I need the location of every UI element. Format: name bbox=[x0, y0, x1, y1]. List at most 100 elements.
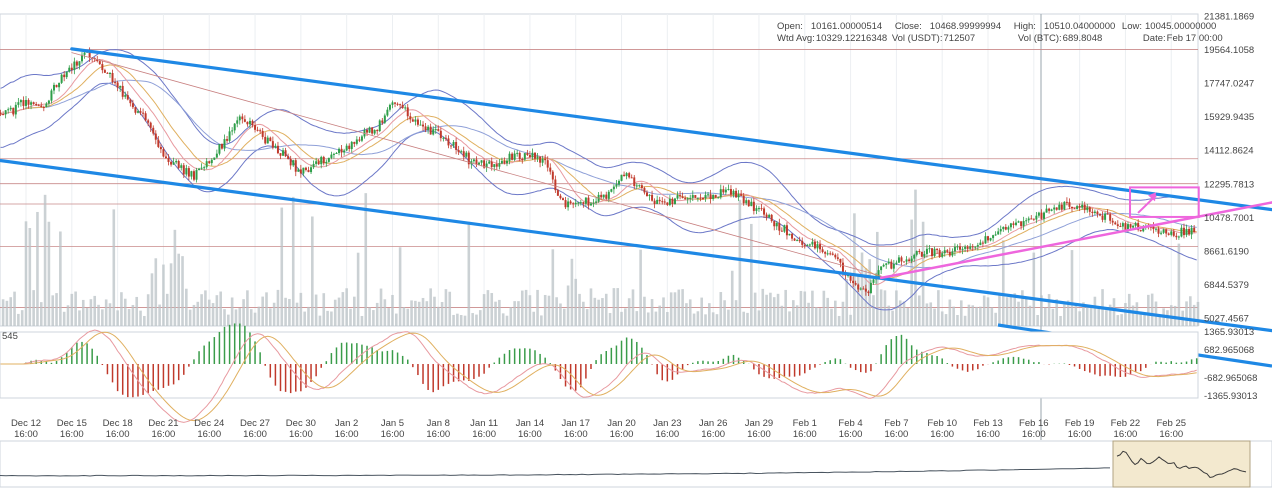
candle-body bbox=[182, 165, 185, 175]
volume-bar bbox=[685, 303, 688, 326]
candle-body bbox=[14, 104, 17, 115]
candle-body bbox=[330, 154, 333, 158]
candle-body bbox=[602, 194, 605, 198]
volume-bar bbox=[868, 259, 871, 326]
candle-body bbox=[992, 235, 995, 239]
candle-body bbox=[1182, 227, 1185, 236]
candle-body bbox=[1137, 222, 1140, 230]
candle-body bbox=[1012, 223, 1015, 225]
x-tick-time: 16:00 bbox=[1068, 429, 1092, 440]
x-tick-time: 16:00 bbox=[793, 429, 817, 440]
volume-bar bbox=[559, 303, 562, 326]
candle-body bbox=[406, 107, 409, 117]
volume-bar bbox=[872, 295, 875, 326]
candle-body bbox=[279, 153, 282, 156]
volume-bar bbox=[13, 291, 16, 326]
candle-body bbox=[617, 180, 620, 185]
x-tick-date: Jan 17 bbox=[561, 418, 590, 429]
candle-body bbox=[635, 185, 638, 187]
volume-bar bbox=[845, 278, 849, 326]
candle-body bbox=[1027, 218, 1030, 221]
price-tick-label: 21381.1869 bbox=[1204, 12, 1254, 23]
volume-bar bbox=[78, 310, 81, 326]
macd-panel bbox=[0, 323, 1199, 423]
candle-body bbox=[371, 127, 374, 134]
candle-body bbox=[714, 194, 717, 198]
candle-body bbox=[1093, 211, 1096, 213]
candle-body bbox=[849, 275, 852, 281]
candle-body bbox=[58, 82, 61, 88]
candle-body bbox=[1088, 207, 1091, 212]
volume-bar bbox=[547, 295, 551, 326]
candle-body bbox=[399, 104, 402, 106]
candle-body bbox=[803, 244, 806, 246]
candle-body bbox=[892, 263, 895, 269]
candle-body bbox=[1152, 226, 1155, 230]
candle-body bbox=[938, 250, 941, 257]
candle-body bbox=[857, 284, 860, 290]
volume-bar bbox=[17, 313, 20, 326]
volume-bar bbox=[364, 193, 368, 326]
candle-body bbox=[455, 142, 458, 150]
volume-bar bbox=[1063, 304, 1066, 326]
volume-bar bbox=[822, 290, 826, 326]
candle-body bbox=[447, 138, 450, 146]
candle-body bbox=[80, 54, 83, 62]
volume-bar bbox=[1001, 240, 1005, 326]
candle-body bbox=[640, 185, 643, 189]
candle-body bbox=[1111, 220, 1114, 223]
volume-bar bbox=[291, 196, 295, 326]
candle-body bbox=[671, 198, 674, 204]
x-tick-time: 16:00 bbox=[564, 429, 588, 440]
volume-bar bbox=[860, 252, 864, 326]
high-value: 10510.04000000 bbox=[1043, 21, 1116, 32]
candle-body bbox=[1132, 225, 1135, 228]
volume-bar bbox=[414, 300, 417, 326]
volume-bar bbox=[169, 263, 173, 326]
volume-bar bbox=[66, 305, 70, 326]
candle-body bbox=[424, 126, 427, 131]
volume-bar bbox=[43, 194, 47, 326]
candle-body bbox=[1073, 208, 1076, 210]
ma-slow bbox=[0, 79, 1197, 269]
volume-bar bbox=[9, 297, 13, 326]
volume-bar bbox=[181, 256, 184, 326]
volume-bar bbox=[669, 292, 673, 326]
volume-bar bbox=[1185, 301, 1188, 326]
volume-bar bbox=[856, 275, 860, 326]
volume-bar bbox=[1059, 315, 1062, 326]
volume-bar bbox=[1116, 315, 1120, 326]
volume-bar bbox=[143, 315, 146, 326]
navigator-line bbox=[0, 467, 1110, 477]
candle-body bbox=[68, 67, 71, 72]
candle-body bbox=[793, 238, 796, 241]
candle-body bbox=[119, 85, 122, 88]
candle-body bbox=[108, 73, 111, 75]
candle-body bbox=[536, 156, 539, 159]
volume-bar bbox=[917, 295, 921, 326]
price-tick-label: 14112.8624 bbox=[1204, 146, 1254, 157]
volume-bar bbox=[811, 290, 814, 326]
candle-body bbox=[701, 198, 704, 200]
volume-bar bbox=[841, 301, 845, 326]
volume-bar bbox=[597, 299, 600, 326]
volume-bar bbox=[834, 300, 837, 326]
volume-bar bbox=[108, 303, 112, 326]
candle-body bbox=[154, 133, 157, 140]
candle-body bbox=[75, 61, 78, 66]
candle-body bbox=[292, 160, 295, 166]
candle-body bbox=[816, 244, 819, 249]
volume-bar bbox=[627, 298, 631, 326]
volume-bar bbox=[849, 314, 852, 326]
volume-bar bbox=[421, 297, 425, 326]
volume-bar bbox=[643, 296, 646, 326]
candle-body bbox=[1162, 229, 1165, 233]
vol-btc-value: 689.8048 bbox=[1062, 33, 1103, 44]
candle-body bbox=[722, 189, 725, 193]
volume-bar bbox=[295, 302, 299, 326]
candle-body bbox=[27, 99, 30, 105]
volume-bar bbox=[24, 221, 28, 326]
volume-bar bbox=[1131, 305, 1135, 326]
